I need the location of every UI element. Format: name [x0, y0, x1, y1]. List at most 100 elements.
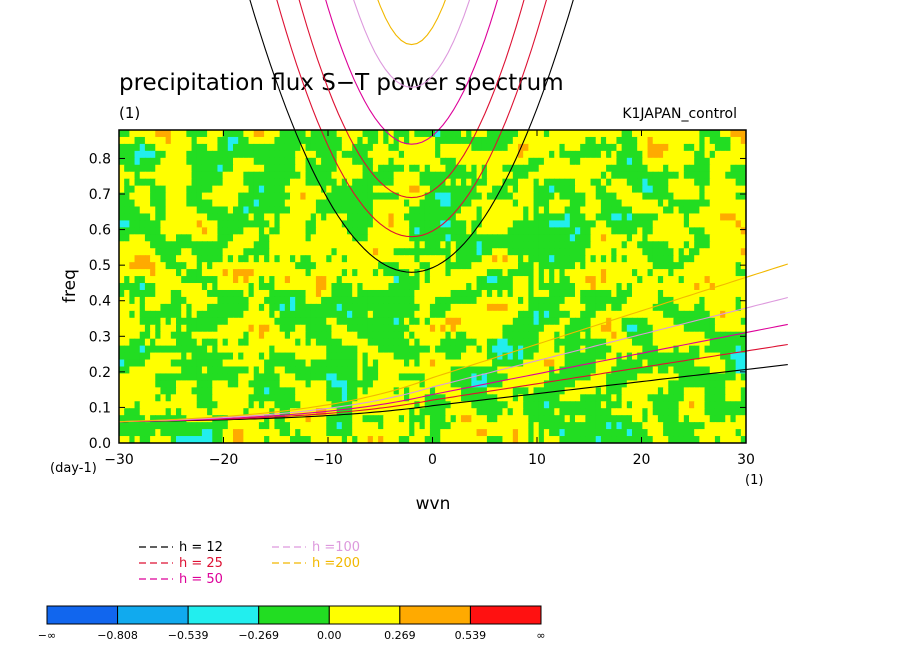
- field-cell: [683, 359, 690, 368]
- field-cell: [217, 206, 224, 215]
- field-cell: [248, 352, 255, 361]
- field-cell: [372, 248, 379, 256]
- field-cell: [243, 324, 250, 333]
- field-cell: [165, 213, 172, 222]
- field-cell: [347, 373, 353, 381]
- field-cell: [388, 136, 395, 145]
- field-cell: [637, 255, 643, 263]
- field-cell: [445, 150, 452, 159]
- field-cell: [326, 331, 333, 340]
- field-cell: [357, 345, 364, 354]
- field-cell: [170, 394, 177, 402]
- field-cell: [549, 289, 555, 298]
- field-cell: [580, 276, 586, 284]
- field-cell: [621, 359, 628, 368]
- field-cell: [502, 269, 509, 277]
- field-cell: [663, 387, 669, 395]
- field-cell: [222, 373, 229, 381]
- field-cell: [564, 387, 571, 395]
- field-cell: [139, 387, 146, 395]
- field-cell: [170, 352, 177, 361]
- field-cell: [196, 338, 203, 347]
- field-cell: [616, 359, 623, 368]
- field-cell: [632, 220, 638, 228]
- field-cell: [450, 130, 457, 138]
- field-cell: [663, 171, 669, 180]
- field-cell: [191, 289, 198, 298]
- field-cell: [238, 213, 244, 222]
- field-cell: [580, 185, 586, 194]
- field-cell: [165, 164, 172, 173]
- field-cell: [735, 352, 742, 361]
- field-cell: [274, 262, 281, 270]
- chart-unit-label: (1): [119, 104, 140, 122]
- field-cell: [466, 303, 472, 312]
- field-cell: [471, 387, 478, 395]
- field-cell: [269, 310, 276, 319]
- field-cell: [486, 303, 493, 312]
- field-cell: [637, 150, 643, 159]
- field-cell: [207, 143, 213, 152]
- field-cell: [227, 192, 234, 201]
- field-cell: [398, 373, 405, 381]
- field-cell: [569, 192, 576, 201]
- field-cell: [585, 317, 592, 326]
- field-cell: [295, 303, 301, 312]
- field-cell: [170, 401, 177, 409]
- field-cell: [435, 387, 441, 395]
- field-cell: [606, 178, 612, 187]
- field-cell: [321, 255, 327, 263]
- field-cell: [683, 136, 690, 145]
- field-cell: [699, 192, 706, 201]
- field-cell: [119, 130, 125, 138]
- field-cell: [124, 359, 130, 368]
- field-cell: [595, 359, 602, 368]
- field-cell: [315, 136, 322, 145]
- field-cell: [735, 220, 742, 228]
- field-cell: [569, 150, 576, 159]
- field-cell: [689, 143, 695, 152]
- field-cell: [367, 136, 374, 145]
- field-cell: [227, 206, 234, 215]
- field-cell: [414, 366, 421, 375]
- field-cell: [725, 276, 732, 284]
- field-cell: [238, 359, 244, 368]
- field-cell: [326, 255, 333, 263]
- field-cell: [585, 352, 592, 361]
- field-cell: [471, 276, 478, 284]
- field-cell: [621, 345, 628, 354]
- field-cell: [336, 234, 343, 242]
- field-cell: [543, 296, 550, 305]
- field-cell: [181, 373, 187, 381]
- field-cell: [528, 157, 535, 166]
- field-cell: [274, 338, 281, 347]
- field-cell: [647, 220, 654, 228]
- field-cell: [725, 387, 732, 395]
- field-cell: [575, 310, 581, 319]
- field-cell: [165, 394, 172, 402]
- field-cell: [528, 331, 535, 340]
- field-cell: [388, 401, 395, 409]
- field-cell: [507, 401, 514, 409]
- field-cell: [295, 283, 301, 291]
- field-cell: [305, 408, 312, 416]
- field-cell: [341, 276, 348, 284]
- field-cell: [160, 380, 167, 388]
- field-cell: [290, 220, 296, 228]
- field-cell: [538, 317, 545, 326]
- field-cell: [212, 220, 219, 228]
- field-cell: [543, 387, 550, 395]
- field-cell: [606, 199, 612, 208]
- field-cell: [134, 157, 141, 166]
- field-cell: [559, 310, 566, 319]
- field-cell: [689, 331, 695, 340]
- field-cell: [678, 387, 685, 395]
- field-cell: [585, 234, 592, 242]
- field-cell: [186, 213, 193, 222]
- field-cell: [419, 373, 426, 381]
- field-cell: [559, 136, 566, 145]
- field-cell: [409, 359, 415, 368]
- field-cell: [129, 303, 136, 312]
- field-cell: [497, 269, 504, 277]
- field-cell: [248, 248, 255, 256]
